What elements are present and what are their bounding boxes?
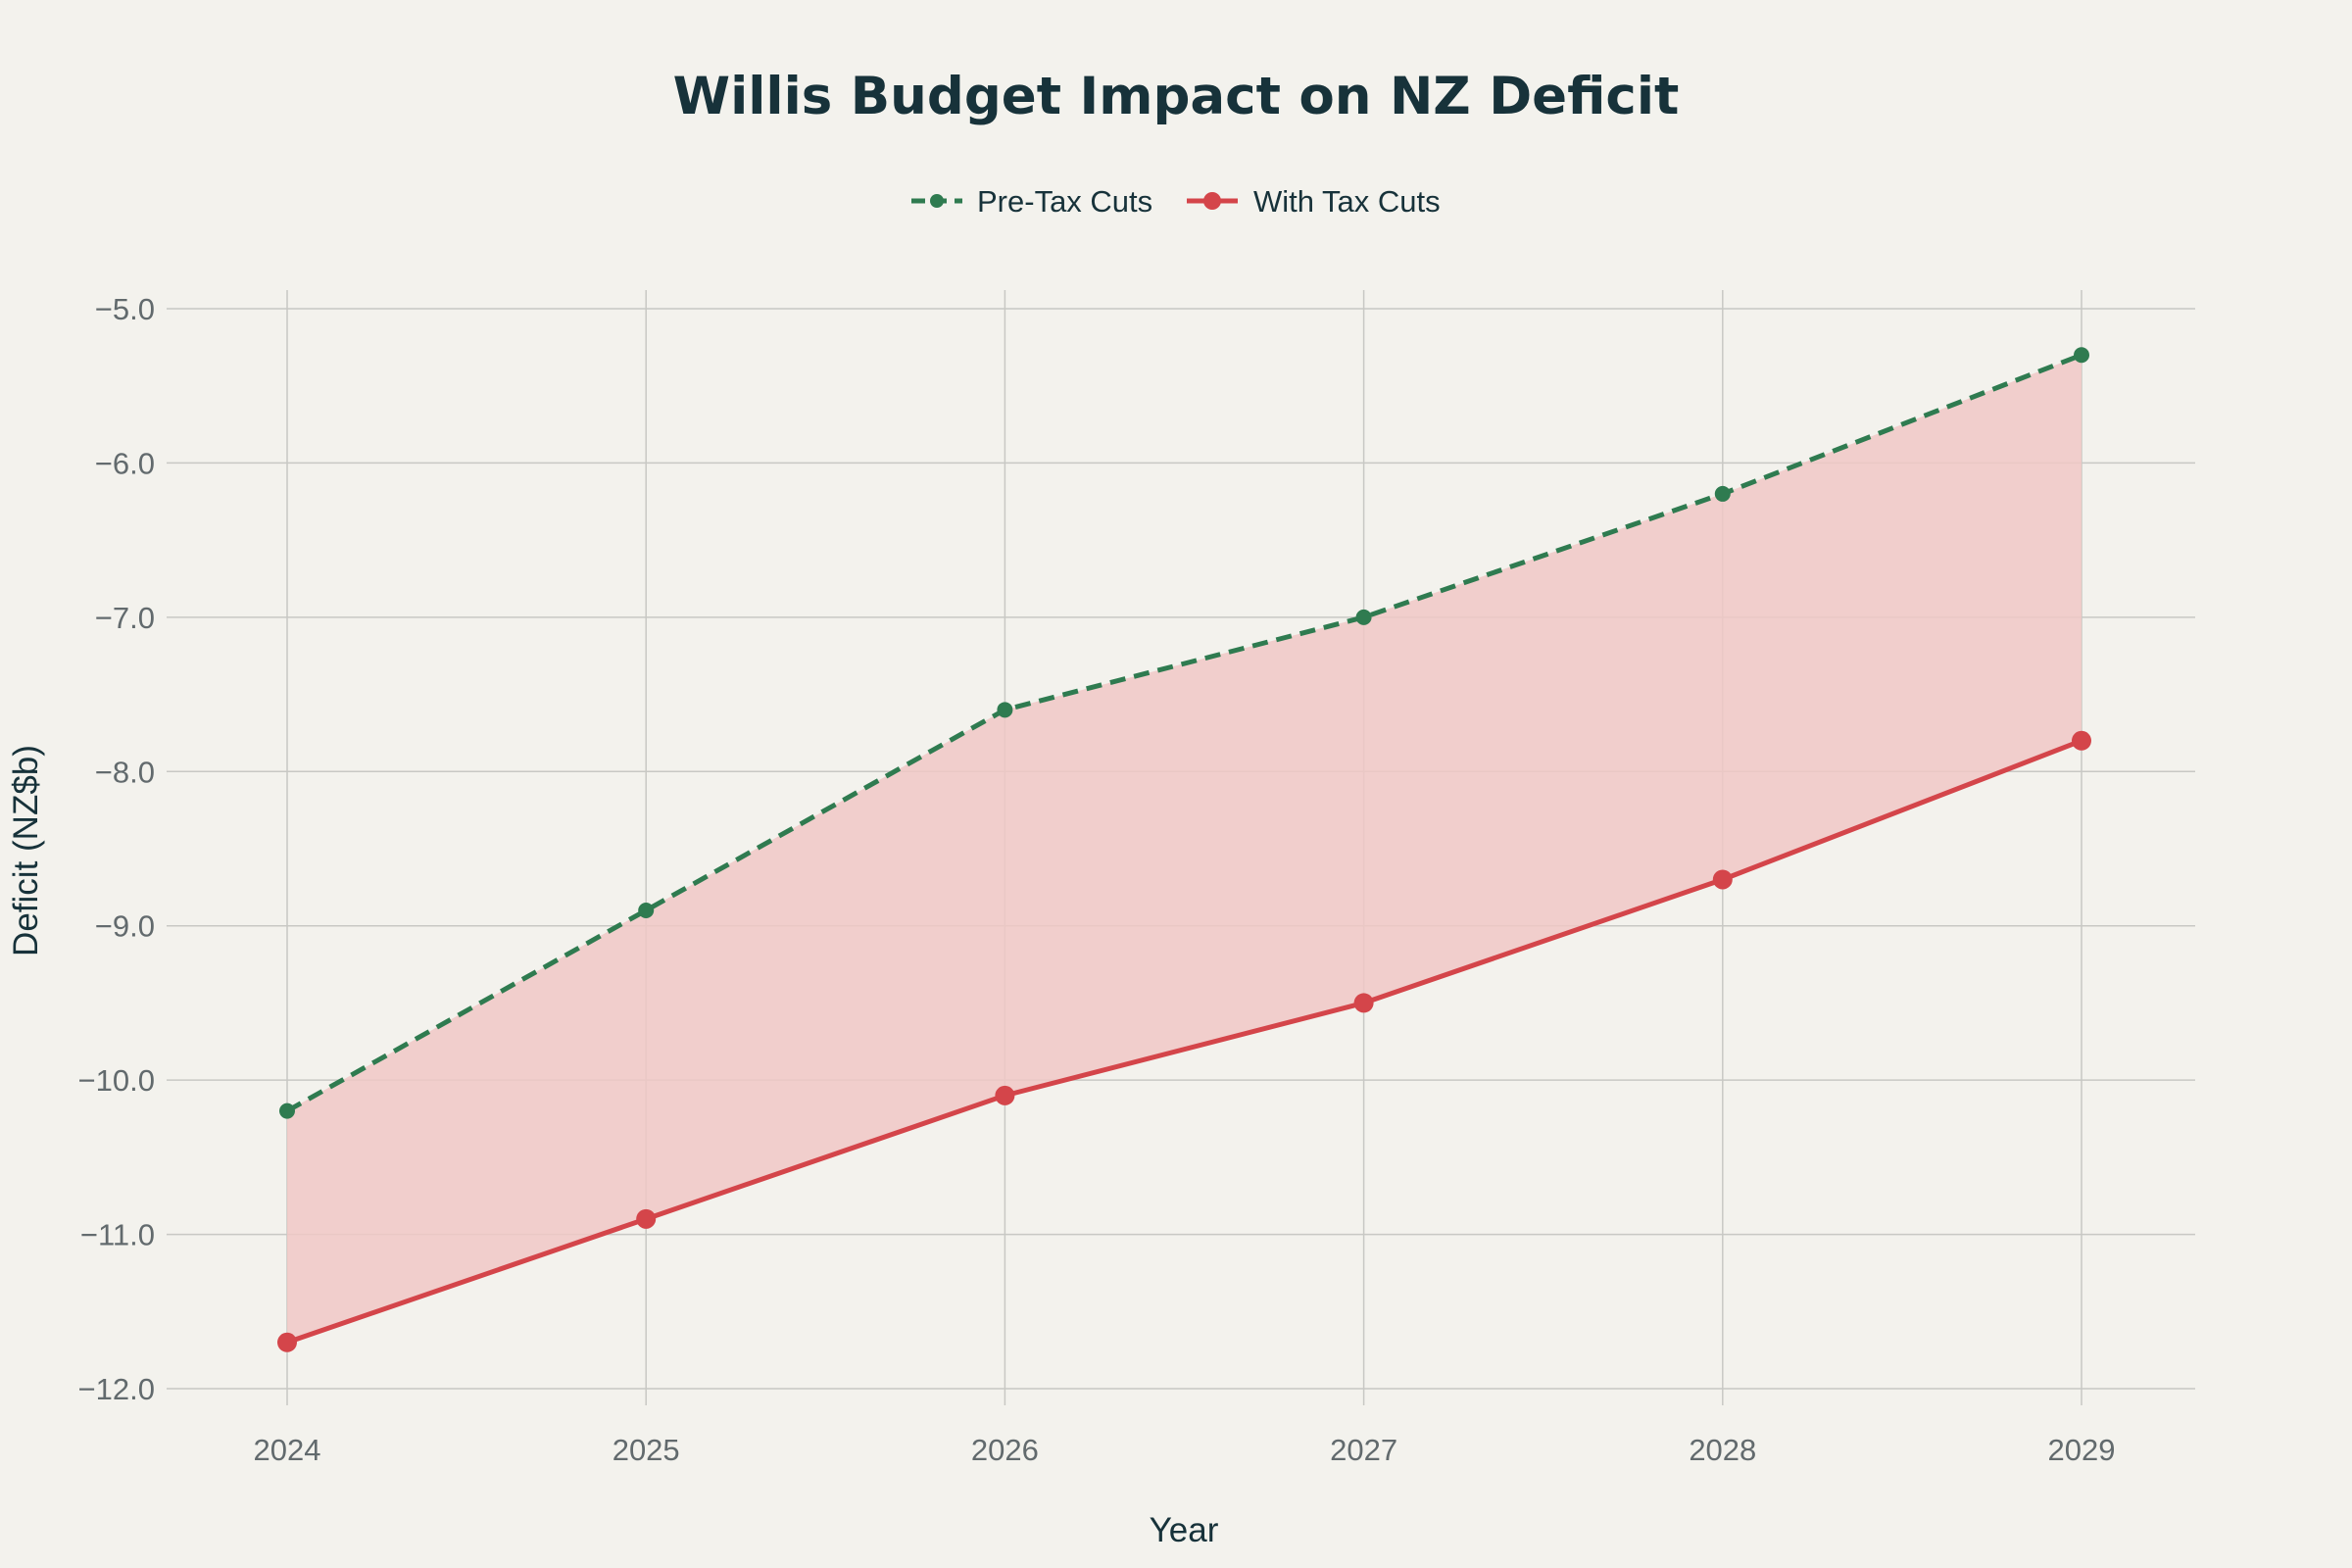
x-tick-label: 2027 [1330, 1433, 1397, 1467]
legend-marker-pre-tax-cuts [930, 194, 944, 208]
fill-area [287, 355, 2082, 1343]
y-tick-label: −10.0 [78, 1063, 155, 1098]
legend-item-pre-tax-cuts[interactable]: Pre-Tax Cuts [911, 184, 1152, 219]
y-axis-ticks: −5.0 −6.0 −7.0 −8.0 −9.0 −10.0 −11.0 −12.0 [78, 292, 155, 1406]
data-point-pre-tax-cuts [279, 1102, 295, 1119]
legend-label-pre-tax-cuts: Pre-Tax Cuts [977, 184, 1152, 219]
series-line-with-tax-cuts [286, 738, 2082, 1346]
y-tick-label: −5.0 [95, 292, 155, 326]
y-axis-title: Deficit (NZ$b) [7, 745, 45, 956]
data-point-pre-tax-cuts [2074, 347, 2089, 364]
data-point-with-tax-cuts [277, 1332, 297, 1352]
data-point-pre-tax-cuts [638, 902, 655, 918]
data-point-with-tax-cuts [1353, 993, 1374, 1013]
series [277, 347, 2091, 1352]
fill-between-area [287, 355, 2082, 1343]
chart-title: Willis Budget Impact on NZ Deficit [673, 67, 1680, 126]
y-tick-label: −7.0 [95, 601, 155, 635]
legend: Pre-Tax Cuts With Tax Cuts [911, 184, 1441, 219]
y-tick-label: −9.0 [95, 909, 155, 944]
x-tick-label: 2024 [254, 1433, 321, 1467]
x-tick-label: 2028 [1689, 1433, 1756, 1467]
data-point-with-tax-cuts [2072, 730, 2091, 751]
x-tick-label: 2026 [971, 1433, 1039, 1467]
y-tick-label: −8.0 [95, 755, 155, 789]
data-point-pre-tax-cuts [997, 702, 1013, 718]
y-tick-label: −6.0 [95, 446, 155, 480]
legend-label-with-tax-cuts: With Tax Cuts [1253, 184, 1441, 219]
series-line-pre-tax-cuts [285, 352, 2082, 1113]
data-point-pre-tax-cuts [1714, 485, 1731, 502]
data-point-pre-tax-cuts [1355, 609, 1372, 625]
legend-item-with-tax-cuts[interactable]: With Tax Cuts [1187, 184, 1441, 219]
data-point-with-tax-cuts [636, 1208, 657, 1229]
data-point-with-tax-cuts [1712, 869, 1733, 890]
legend-marker-with-tax-cuts [1203, 192, 1221, 210]
y-tick-label: −12.0 [78, 1372, 155, 1406]
x-tick-label: 2029 [2048, 1433, 2116, 1467]
x-axis-ticks: 2024 2025 2026 2027 2028 2029 [254, 1433, 2116, 1467]
data-point-with-tax-cuts [995, 1085, 1015, 1105]
x-axis-title: Year [1150, 1511, 1219, 1549]
y-tick-label: −11.0 [80, 1218, 155, 1252]
x-tick-label: 2025 [612, 1433, 680, 1467]
